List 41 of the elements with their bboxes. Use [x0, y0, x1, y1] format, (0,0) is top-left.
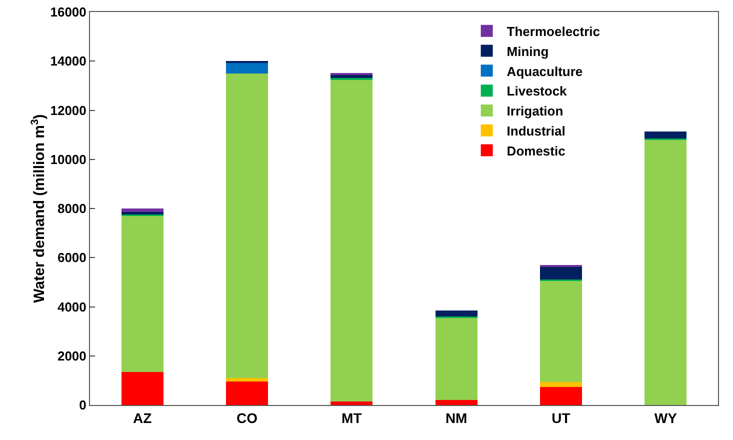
bar: [540, 387, 582, 405]
legend-label: Aquaculture: [506, 64, 583, 79]
bar: [540, 280, 582, 382]
y-tick-label: 10000: [50, 152, 86, 167]
bar: [330, 401, 373, 405]
bar: [435, 310, 478, 317]
bar: [226, 73, 268, 378]
x-tick-label: AZ: [132, 410, 152, 426]
bar: [226, 378, 268, 382]
legend-label: Mining: [506, 44, 549, 59]
x-tick-label: WY: [654, 410, 678, 426]
legend-label: Thermoelectric: [506, 24, 600, 39]
y-tick-label: 2000: [57, 348, 86, 364]
x-tick-label: UT: [552, 410, 571, 426]
bar: [540, 382, 582, 388]
bar: [644, 132, 687, 138]
x-tick-label: NM: [445, 410, 468, 426]
bar: [435, 400, 478, 405]
bar: [121, 372, 164, 405]
bar: [226, 382, 268, 405]
y-tick-label: 6000: [57, 250, 86, 266]
bar: [330, 74, 373, 78]
y-tick-label: 4000: [57, 299, 86, 314]
x-tick-label: CO: [236, 410, 258, 426]
y-tick-label: 14000: [50, 54, 86, 69]
bar: [644, 140, 687, 405]
y-tick-label: 12000: [50, 102, 86, 118]
bar: [435, 318, 478, 400]
legend-label: Domestic: [506, 143, 566, 158]
legend-label: Irrigation: [506, 104, 564, 119]
bar: [330, 79, 373, 402]
bar: [540, 266, 582, 280]
x-tick-label: MT: [342, 410, 362, 426]
y-tick-label: 8000: [57, 201, 86, 216]
bar: [121, 208, 164, 212]
y-tick-label: 16000: [50, 4, 86, 20]
bar: [226, 62, 268, 74]
legend-label: Industrial: [506, 123, 566, 138]
legend-label: Livestock: [506, 84, 568, 99]
y-tick-label: 0: [79, 398, 86, 413]
bar: [121, 216, 164, 372]
